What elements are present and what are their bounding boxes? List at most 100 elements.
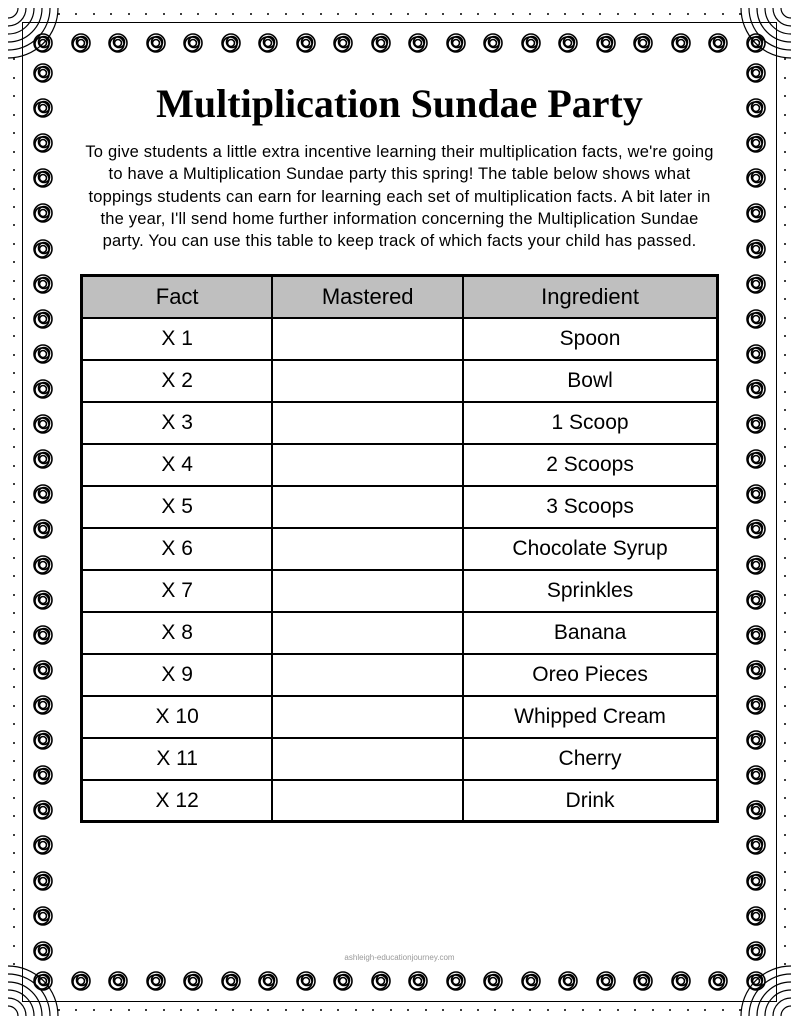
col-header-ingredient: Ingredient <box>463 276 717 318</box>
dot <box>547 13 549 15</box>
inner-rule-top <box>22 22 777 23</box>
dot <box>784 779 786 781</box>
dot <box>784 77 786 79</box>
dot <box>784 224 786 226</box>
scribble-icon <box>330 30 356 56</box>
dot <box>425 1009 427 1011</box>
col-header-fact: Fact <box>82 276 273 318</box>
scribble-icon <box>743 727 769 753</box>
dot <box>687 13 689 15</box>
scribble-icon <box>743 95 769 121</box>
corner-fan-br <box>736 961 791 1016</box>
dot <box>652 13 654 15</box>
dot <box>13 151 15 153</box>
dot <box>13 742 15 744</box>
dot <box>372 1009 374 1011</box>
scribble-icon <box>668 968 694 994</box>
cell-mastered <box>272 570 463 612</box>
scribble-icon <box>443 968 469 994</box>
dot <box>564 1009 566 1011</box>
scribble-icon <box>30 271 56 297</box>
dot <box>442 1009 444 1011</box>
dot <box>13 538 15 540</box>
cell-mastered <box>272 696 463 738</box>
dot <box>110 1009 112 1011</box>
dot <box>784 815 786 817</box>
dot <box>13 465 15 467</box>
dot <box>13 723 15 725</box>
scribble-icon <box>518 968 544 994</box>
cell-ingredient: Sprinkles <box>463 570 717 612</box>
dot <box>320 13 322 15</box>
scribble-icon <box>180 30 206 56</box>
dot <box>13 705 15 707</box>
cell-mastered <box>272 780 463 822</box>
scribble-icon <box>480 30 506 56</box>
scribble-icon <box>480 968 506 994</box>
dot <box>13 612 15 614</box>
scribble-icon <box>368 968 394 994</box>
footer-credit: ashleigh-educationjourney.com <box>0 953 799 962</box>
facts-table: Fact Mastered Ingredient X 1SpoonX 2Bowl… <box>80 274 719 823</box>
dot <box>784 206 786 208</box>
dot <box>13 317 15 319</box>
scribble-icon <box>743 376 769 402</box>
dot <box>784 538 786 540</box>
scribble-icon <box>705 968 731 994</box>
scribble-icon <box>30 130 56 156</box>
dot <box>13 169 15 171</box>
dot <box>784 354 786 356</box>
inner-rule-bottom <box>22 1001 777 1002</box>
dot <box>13 95 15 97</box>
dot <box>13 501 15 503</box>
dot <box>320 1009 322 1011</box>
dot <box>13 834 15 836</box>
cell-fact: X 11 <box>82 738 273 780</box>
dot <box>13 520 15 522</box>
cell-ingredient: 3 Scoops <box>463 486 717 528</box>
scribble-icon <box>743 622 769 648</box>
dot <box>13 594 15 596</box>
scribble-col-left <box>30 60 56 964</box>
dot <box>13 280 15 282</box>
table-row: X 9Oreo Pieces <box>82 654 718 696</box>
dot <box>128 1009 130 1011</box>
dot <box>564 13 566 15</box>
dot <box>13 557 15 559</box>
dot <box>13 797 15 799</box>
cell-mastered <box>272 528 463 570</box>
intro-paragraph: To give students a little extra incentiv… <box>80 141 719 252</box>
cell-fact: X 10 <box>82 696 273 738</box>
dot-border-right <box>784 50 786 974</box>
dot <box>784 852 786 854</box>
dot <box>784 631 786 633</box>
scribble-icon <box>743 587 769 613</box>
table-header-row: Fact Mastered Ingredient <box>82 276 718 318</box>
dot <box>529 1009 531 1011</box>
dot <box>442 13 444 15</box>
dot <box>669 1009 671 1011</box>
scribble-icon <box>30 797 56 823</box>
dot <box>267 1009 269 1011</box>
dot <box>784 483 786 485</box>
table-row: X 2Bowl <box>82 360 718 402</box>
dot <box>163 13 165 15</box>
dot <box>784 834 786 836</box>
scribble-icon <box>668 30 694 56</box>
scribble-icon <box>743 903 769 929</box>
cell-ingredient: Cherry <box>463 738 717 780</box>
dot <box>784 428 786 430</box>
dot <box>784 188 786 190</box>
dot <box>13 224 15 226</box>
col-header-mastered: Mastered <box>272 276 463 318</box>
dot <box>784 945 786 947</box>
cell-fact: X 12 <box>82 780 273 822</box>
cell-mastered <box>272 738 463 780</box>
scribble-icon <box>743 832 769 858</box>
dot <box>58 1009 60 1011</box>
scribble-icon <box>105 30 131 56</box>
corner-fan-tr <box>736 8 791 63</box>
dot <box>704 13 706 15</box>
scribble-icon <box>630 30 656 56</box>
scribble-icon <box>743 481 769 507</box>
